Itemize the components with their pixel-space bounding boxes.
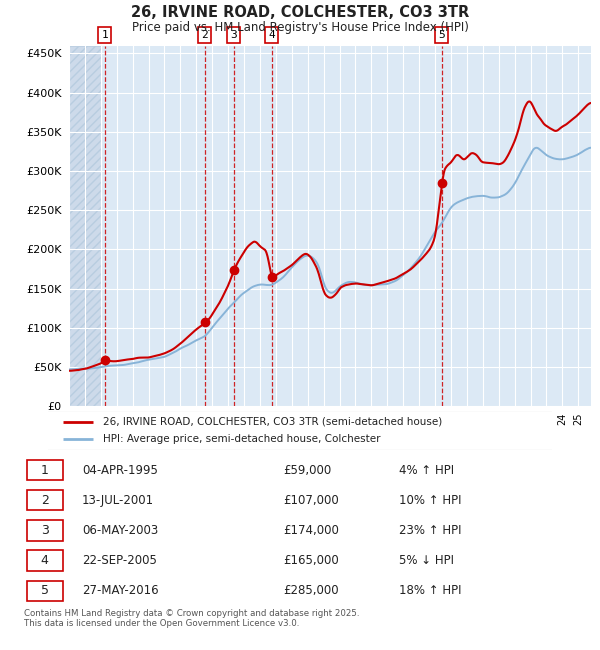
Text: £174,000: £174,000 — [283, 524, 340, 537]
Text: 06-MAY-2003: 06-MAY-2003 — [82, 524, 158, 537]
Text: 18% ↑ HPI: 18% ↑ HPI — [400, 584, 462, 597]
Text: 13-JUL-2001: 13-JUL-2001 — [82, 494, 154, 507]
Text: 27-MAY-2016: 27-MAY-2016 — [82, 584, 158, 597]
Text: 3: 3 — [230, 30, 237, 40]
Text: HPI: Average price, semi-detached house, Colchester: HPI: Average price, semi-detached house,… — [103, 434, 381, 444]
Text: 4% ↑ HPI: 4% ↑ HPI — [400, 463, 454, 476]
Text: £107,000: £107,000 — [283, 494, 339, 507]
Text: £165,000: £165,000 — [283, 554, 339, 567]
Text: 22-SEP-2005: 22-SEP-2005 — [82, 554, 157, 567]
Text: 26, IRVINE ROAD, COLCHESTER, CO3 3TR (semi-detached house): 26, IRVINE ROAD, COLCHESTER, CO3 3TR (se… — [103, 417, 443, 426]
FancyBboxPatch shape — [27, 580, 62, 601]
Text: 3: 3 — [41, 524, 49, 537]
Text: 04-APR-1995: 04-APR-1995 — [82, 463, 158, 476]
Text: 10% ↑ HPI: 10% ↑ HPI — [400, 494, 462, 507]
Text: 1: 1 — [41, 463, 49, 476]
FancyBboxPatch shape — [27, 520, 62, 541]
Bar — [69, 46, 101, 406]
Text: 4: 4 — [268, 30, 275, 40]
Text: 2: 2 — [202, 30, 208, 40]
FancyBboxPatch shape — [27, 551, 62, 571]
FancyBboxPatch shape — [27, 460, 62, 480]
Text: Price paid vs. HM Land Registry's House Price Index (HPI): Price paid vs. HM Land Registry's House … — [131, 21, 469, 34]
Text: 23% ↑ HPI: 23% ↑ HPI — [400, 524, 462, 537]
Text: 4: 4 — [41, 554, 49, 567]
Text: £59,000: £59,000 — [283, 463, 332, 476]
Bar — [69, 46, 101, 406]
Text: 5: 5 — [41, 584, 49, 597]
FancyBboxPatch shape — [27, 490, 62, 510]
Text: 2: 2 — [41, 494, 49, 507]
Text: 5% ↓ HPI: 5% ↓ HPI — [400, 554, 454, 567]
Text: 1: 1 — [101, 30, 108, 40]
Text: Contains HM Land Registry data © Crown copyright and database right 2025.
This d: Contains HM Land Registry data © Crown c… — [24, 609, 359, 629]
Text: 26, IRVINE ROAD, COLCHESTER, CO3 3TR: 26, IRVINE ROAD, COLCHESTER, CO3 3TR — [131, 5, 469, 20]
FancyBboxPatch shape — [43, 410, 557, 450]
Text: 5: 5 — [438, 30, 445, 40]
Text: £285,000: £285,000 — [283, 584, 339, 597]
